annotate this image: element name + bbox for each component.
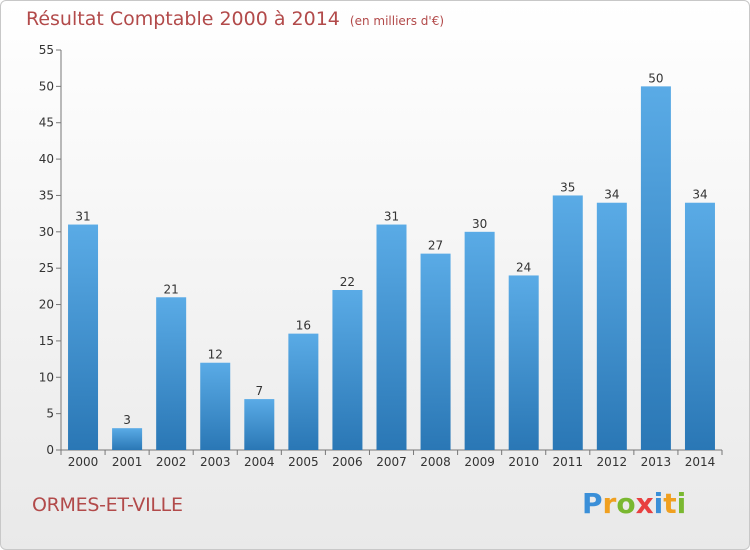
y-tick-label: 20 (39, 298, 54, 312)
y-tick-label: 35 (39, 188, 54, 202)
x-tick-label: 2003 (200, 455, 231, 469)
x-tick-label: 2002 (156, 455, 187, 469)
x-tick-label: 2009 (464, 455, 495, 469)
bar-value-label: 7 (255, 384, 263, 398)
x-tick-label: 2000 (68, 455, 99, 469)
y-tick-label: 15 (39, 334, 54, 348)
bar-value-label: 12 (208, 348, 223, 362)
y-tick-label: 10 (39, 370, 54, 384)
y-tick-label: 45 (39, 116, 54, 130)
brand-letter: i (653, 487, 664, 520)
bar (332, 290, 363, 450)
bar-value-label: 22 (340, 275, 355, 289)
chart-title: Résultat Comptable 2000 à 2014 (en millie… (26, 8, 444, 30)
chart-bars (68, 86, 715, 450)
x-tick-label: 2004 (244, 455, 275, 469)
bar (244, 399, 275, 450)
x-tick-label: 2007 (376, 455, 407, 469)
bar-value-label: 31 (384, 210, 399, 224)
x-tick-label: 2006 (332, 455, 363, 469)
y-tick-label: 30 (39, 225, 54, 239)
y-tick-label: 25 (39, 261, 54, 275)
x-tick-label: 2014 (685, 455, 716, 469)
brand-letter: i (676, 487, 687, 520)
bar-value-label: 16 (296, 319, 311, 333)
y-tick-label: 5 (46, 407, 54, 421)
bar (156, 297, 187, 450)
bar (376, 224, 407, 450)
x-tick-label: 2001 (112, 455, 143, 469)
commune-name: ORMES-ET-VILLE (32, 494, 183, 516)
bar-value-label: 27 (428, 239, 443, 253)
bar (68, 224, 99, 450)
brand-letter: P (582, 487, 603, 520)
bar-value-label: 34 (604, 188, 619, 202)
x-tick-label: 2010 (508, 455, 539, 469)
bar (420, 253, 451, 450)
chart-title-text: Résultat Comptable 2000 à 2014 (26, 8, 340, 30)
bar-value-label: 34 (692, 188, 707, 202)
brand-letter: o (616, 487, 636, 520)
bar-value-label: 3 (123, 413, 131, 427)
bar (552, 195, 583, 450)
bar (112, 428, 143, 450)
bar-value-label: 21 (164, 282, 179, 296)
bar-value-label: 35 (560, 180, 575, 194)
y-tick-label: 55 (39, 43, 54, 57)
brand-logo: Proxiti (582, 487, 686, 520)
x-tick-label: 2005 (288, 455, 319, 469)
bar (684, 202, 715, 450)
bar (464, 231, 495, 450)
x-tick-label: 2012 (597, 455, 628, 469)
y-tick-label: 40 (39, 152, 54, 166)
bar (596, 202, 627, 450)
bar (640, 86, 671, 450)
bar-value-label: 30 (472, 217, 487, 231)
bar (508, 275, 539, 450)
chart-labels: 31 3 21 12 7 16 22 31 27 30 24 35 34 50 34 (75, 71, 707, 427)
bar (288, 333, 319, 450)
x-tick-label: 2013 (641, 455, 672, 469)
bar-value-label: 24 (516, 260, 531, 274)
bar-value-label: 31 (75, 210, 90, 224)
bar-value-label: 50 (648, 71, 663, 85)
chart-subtitle: (en milliers d'€) (349, 14, 445, 28)
x-tick-label: 2011 (552, 455, 583, 469)
y-tick-label: 0 (46, 443, 54, 457)
brand-letter: t (663, 487, 677, 520)
y-tick-label: 50 (39, 79, 54, 93)
brand-letter: x (635, 487, 654, 520)
brand-letter: r (602, 487, 617, 520)
x-tick-label: 2008 (420, 455, 451, 469)
bar (200, 362, 231, 450)
chart-axes: 0 5 10 15 20 25 30 35 40 45 50 55 2000 2001 2002 2003 20… (39, 43, 723, 469)
